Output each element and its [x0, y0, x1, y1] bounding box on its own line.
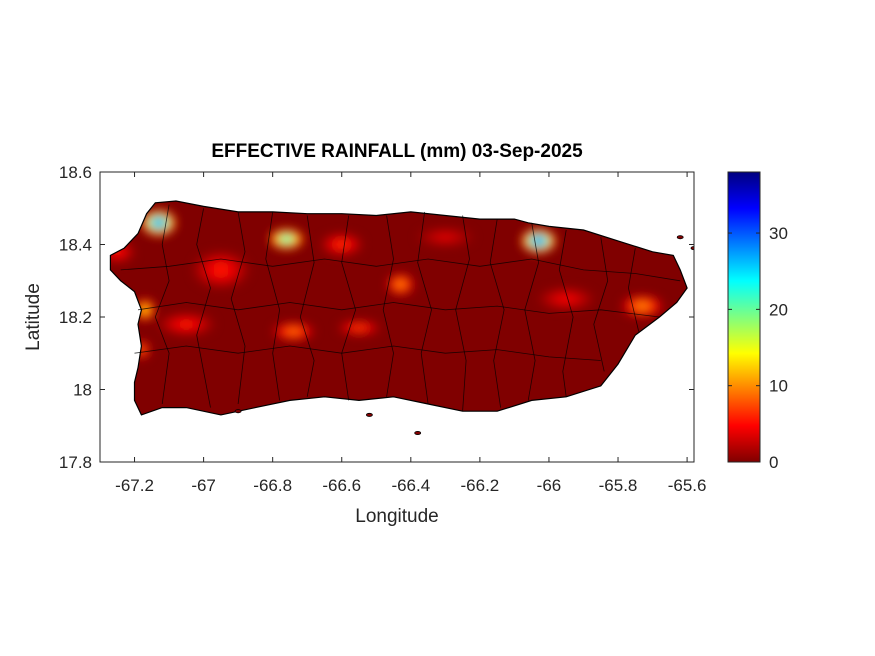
- rainfall-hotspot: [321, 233, 363, 256]
- municipality-boundary: [455, 215, 470, 412]
- rainfall-hotspot: [386, 273, 415, 296]
- rainfall-hotspot: [621, 295, 663, 317]
- colorbar: [727, 171, 761, 463]
- y-axis-ticks: 17.8 18 18.2 18.4 18.6: [59, 163, 694, 472]
- y-tick-label: 17.8: [59, 453, 92, 472]
- rainfall-hotspot: [538, 288, 594, 310]
- municipality-boundary: [196, 208, 211, 408]
- islet: [414, 430, 422, 435]
- rainfall-hotspot: [521, 228, 556, 253]
- municipality-boundary: [489, 219, 505, 408]
- rainfall-hotspot: [193, 251, 249, 288]
- islets: [234, 235, 694, 435]
- islet: [365, 412, 373, 417]
- municipality-boundary: [341, 215, 357, 401]
- municipality-boundary: [558, 229, 574, 397]
- islet: [676, 235, 684, 240]
- municipality-boundary: [382, 215, 394, 397]
- municipality-boundary: [593, 237, 609, 372]
- colorbar-tick-label: 30: [769, 224, 788, 243]
- municipality-boundary: [120, 258, 681, 282]
- municipality-boundary: [230, 211, 246, 405]
- rainfall-hotspot: [141, 210, 176, 236]
- rainfall-hotspot: [417, 228, 473, 247]
- colorbar-tick-label: 10: [769, 377, 788, 396]
- x-axis-label: Longitude: [355, 506, 438, 527]
- municipality-boundary: [627, 248, 640, 332]
- rainfall-hotspot: [338, 320, 380, 336]
- municipality-boundary: [417, 211, 432, 405]
- y-tick-label: 18.4: [59, 236, 92, 255]
- municipality-boundary: [154, 204, 170, 405]
- colorbar-tick-label: 20: [769, 300, 788, 319]
- colorbar-ticks: 0 10 20 30: [728, 224, 788, 472]
- colorbar-tick-label: 0: [769, 453, 778, 472]
- island-coastline: [109, 200, 688, 416]
- municipality-boundary: [134, 345, 601, 361]
- x-tick-label: -65.8: [599, 476, 638, 495]
- x-tick-label: -66: [537, 476, 562, 495]
- x-tick-label: -66.8: [253, 476, 292, 495]
- municipality-boundary: [137, 302, 660, 318]
- x-tick-label: -66.2: [461, 476, 500, 495]
- x-tick-label: -65.6: [668, 476, 707, 495]
- municipality-boundaries: [120, 204, 681, 412]
- y-tick-label: 18: [73, 381, 92, 400]
- x-axis-ticks: -67.2 -67 -66.8 -66.6 -66.4 -66.2 -66 -65.8 -65.…: [115, 172, 706, 495]
- x-tick-label: -66.4: [391, 476, 430, 495]
- municipality-boundary: [265, 211, 281, 401]
- x-tick-label: -67.2: [115, 476, 154, 495]
- x-tick-label: -66.6: [322, 476, 361, 495]
- map-title: EFFECTIVE RAINFALL (mm) 03-Sep-2025: [211, 141, 583, 162]
- x-tick-label: -67: [191, 476, 216, 495]
- y-axis-label: Latitude: [23, 283, 44, 351]
- municipality-boundary: [299, 215, 315, 397]
- rainfall-hotspot: [158, 313, 214, 336]
- rainfall-hotspot: [272, 322, 315, 341]
- islet: [690, 246, 694, 251]
- y-tick-label: 18.2: [59, 308, 92, 327]
- rainfall-hotspot: [269, 229, 304, 250]
- rainfall-field: [110, 201, 688, 415]
- y-tick-label: 18.6: [59, 163, 92, 182]
- islet: [234, 409, 242, 414]
